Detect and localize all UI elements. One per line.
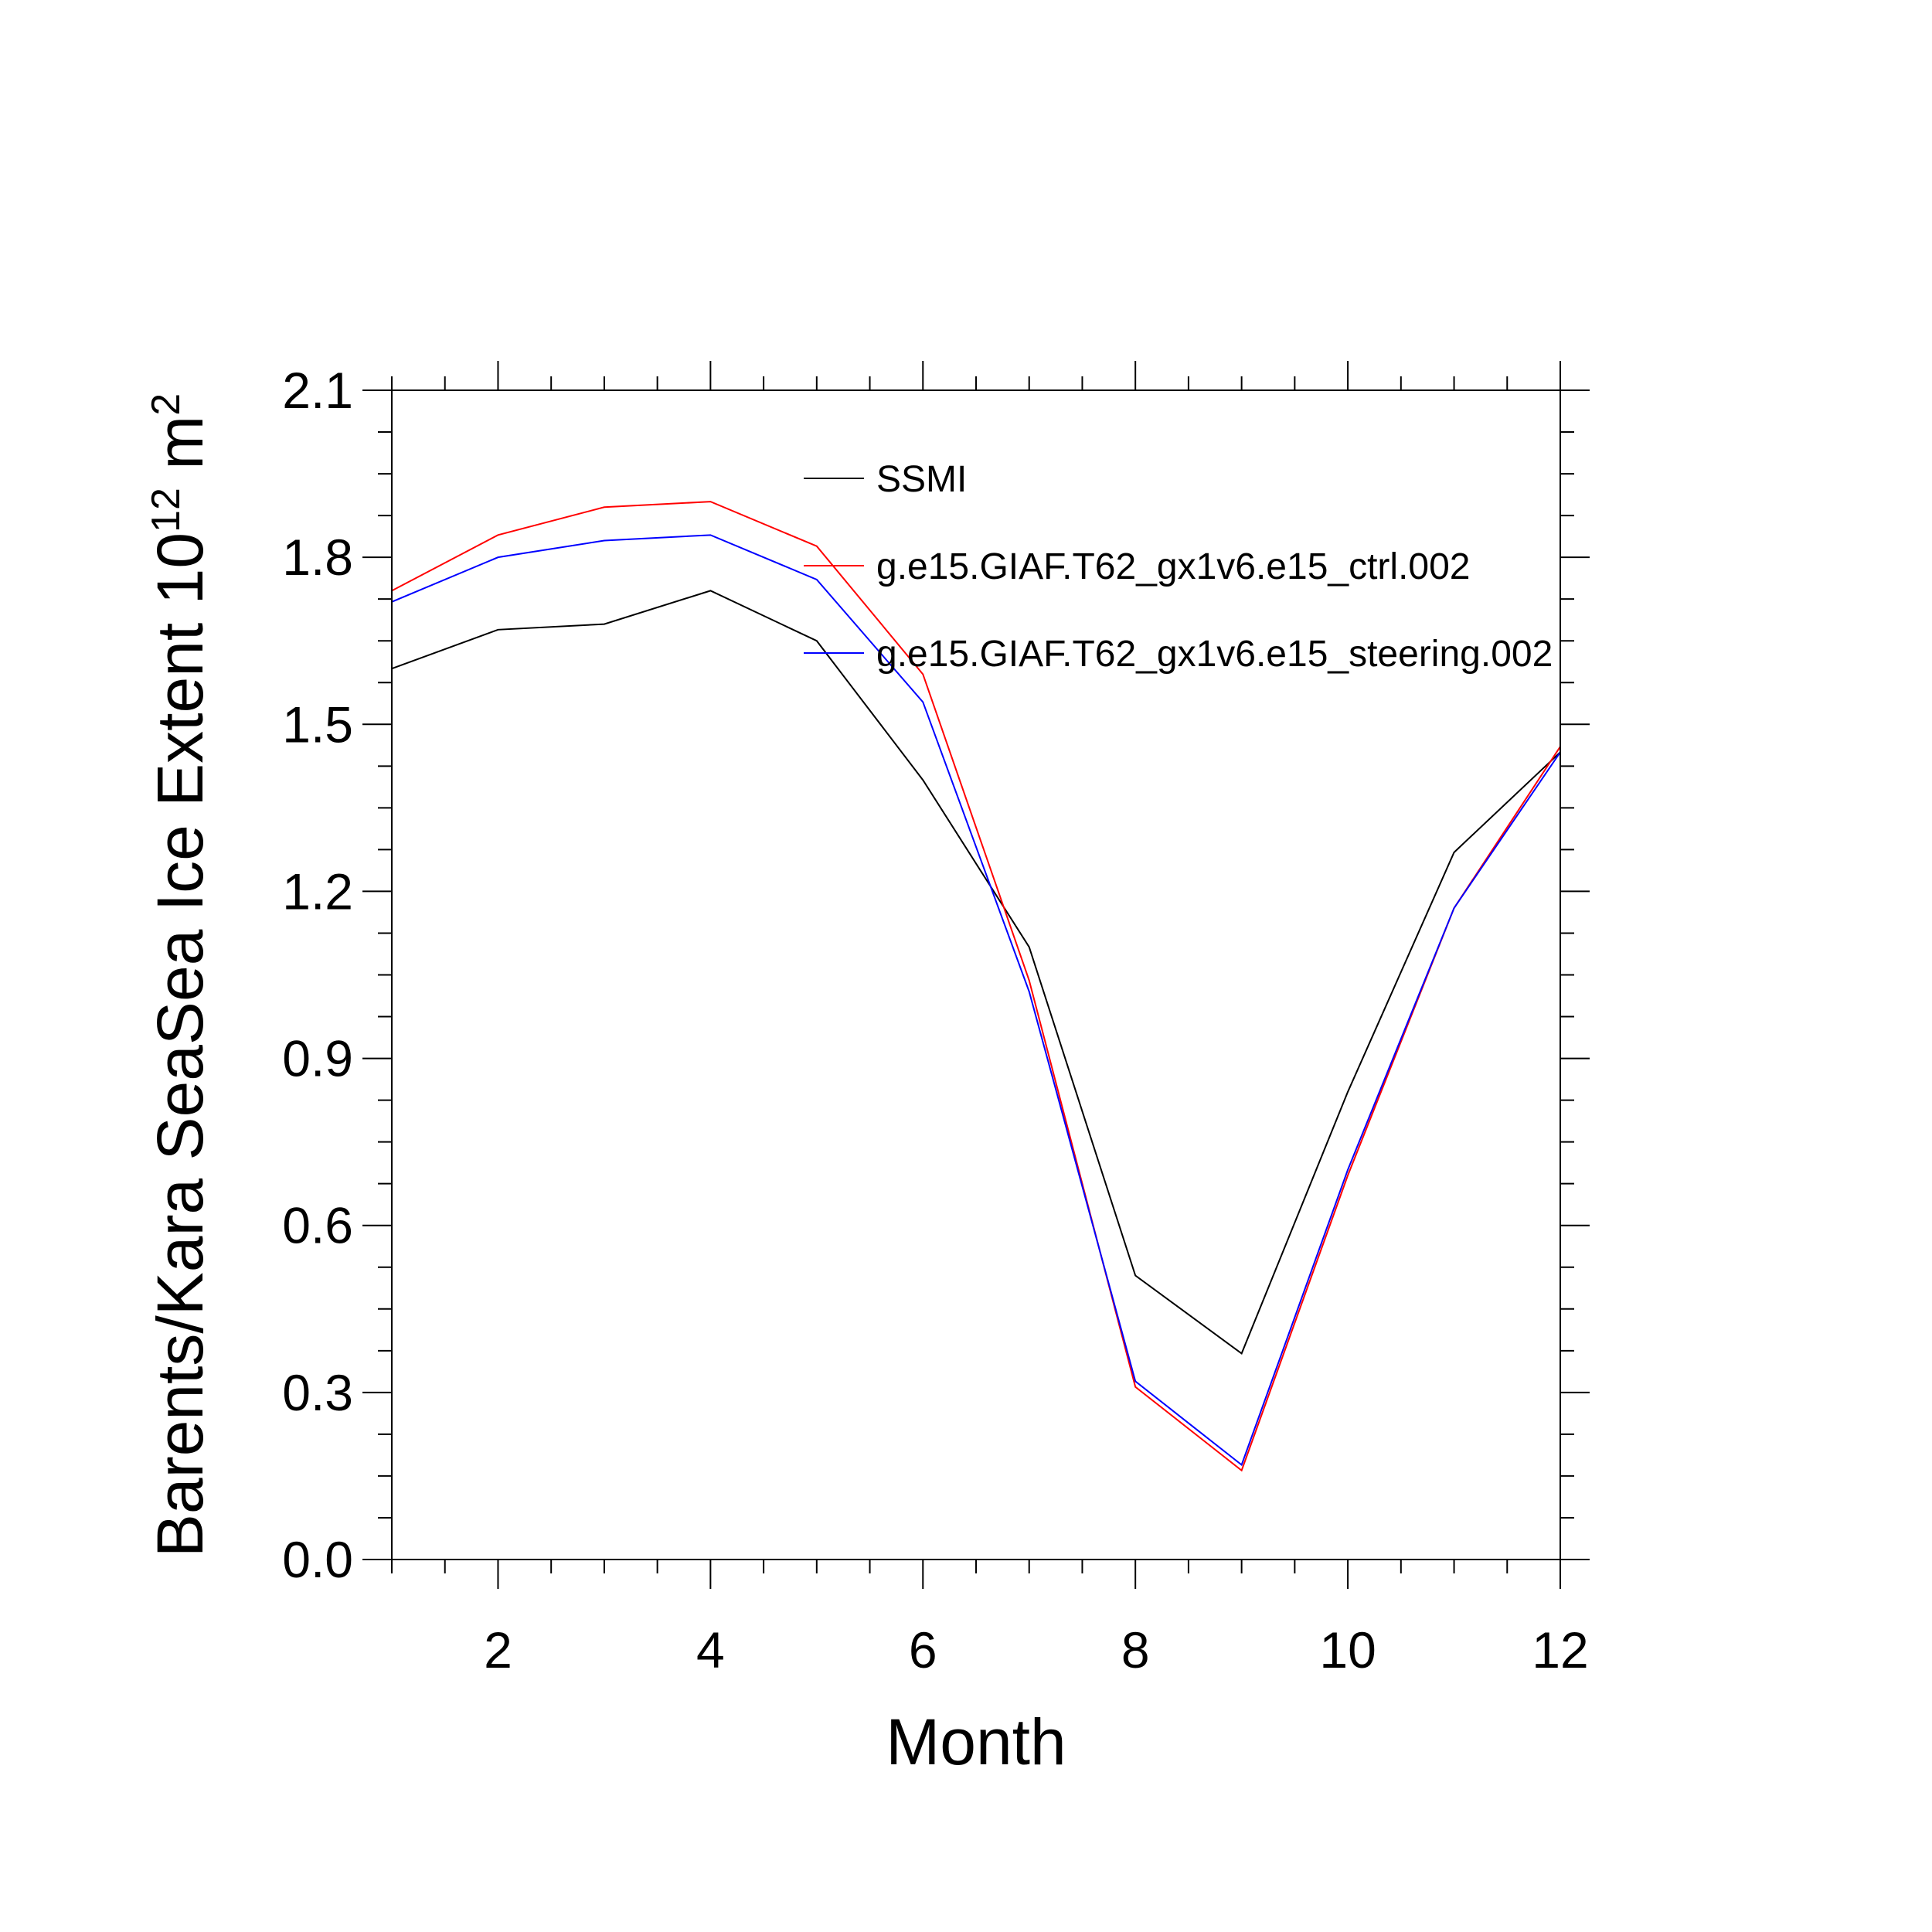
y-tick-label: 0.6	[282, 1197, 353, 1254]
legend-label: g.e15.GIAF.T62_gx1v6.e15_steering.002	[876, 634, 1553, 675]
x-tick-label: 2	[484, 1621, 512, 1679]
y-tick-label: 1.5	[282, 696, 353, 753]
y-tick-label: 0.3	[282, 1364, 353, 1421]
legend-label: g.e15.GIAF.T62_gx1v6.e15_ctrl.002	[876, 546, 1471, 587]
series-lines	[391, 501, 1561, 1472]
y-tick-label: 1.8	[282, 529, 353, 586]
y-tick-label: 0.9	[282, 1030, 353, 1087]
y-tick-label: 2.1	[282, 362, 353, 419]
x-axis-title: Month	[886, 1706, 1066, 1778]
x-tick-label: 12	[1532, 1621, 1588, 1679]
x-tick-label: 8	[1121, 1621, 1150, 1679]
y-tick-label: 0.0	[282, 1531, 353, 1588]
y-tick-label: 1.2	[282, 862, 353, 920]
y-axis-title-unit: m	[144, 416, 216, 488]
series-line-3	[391, 534, 1561, 1467]
series-line-1	[391, 590, 1561, 1355]
axis-ticks	[362, 361, 1590, 1589]
x-tick-label: 4	[696, 1621, 725, 1679]
plot-frame	[391, 389, 1561, 1560]
legend-label: SSMI	[876, 459, 967, 500]
x-tick-label: 6	[909, 1621, 937, 1679]
legend: SSMI g.e15.GIAF.T62_gx1v6.e15_ctrl.002 g.e…	[804, 459, 1553, 675]
y-axis-title-exponent: 12	[144, 488, 189, 532]
y-axis-title: Barents/Kara SeaSea Ice Extent 1012 m2	[144, 393, 216, 1557]
y-axis-title-main: Barents/Kara SeaSea Ice Extent 10	[144, 532, 216, 1557]
x-tick-labels: 2 4 6 8 10 12	[484, 1621, 1589, 1679]
series-line-2	[391, 501, 1561, 1472]
y-axis-title-unit-exponent: 2	[144, 393, 189, 416]
y-tick-labels: 0.0 0.3 0.6 0.9 1.2 1.5 1.8 2.1	[282, 362, 353, 1588]
x-tick-label: 10	[1319, 1621, 1376, 1679]
